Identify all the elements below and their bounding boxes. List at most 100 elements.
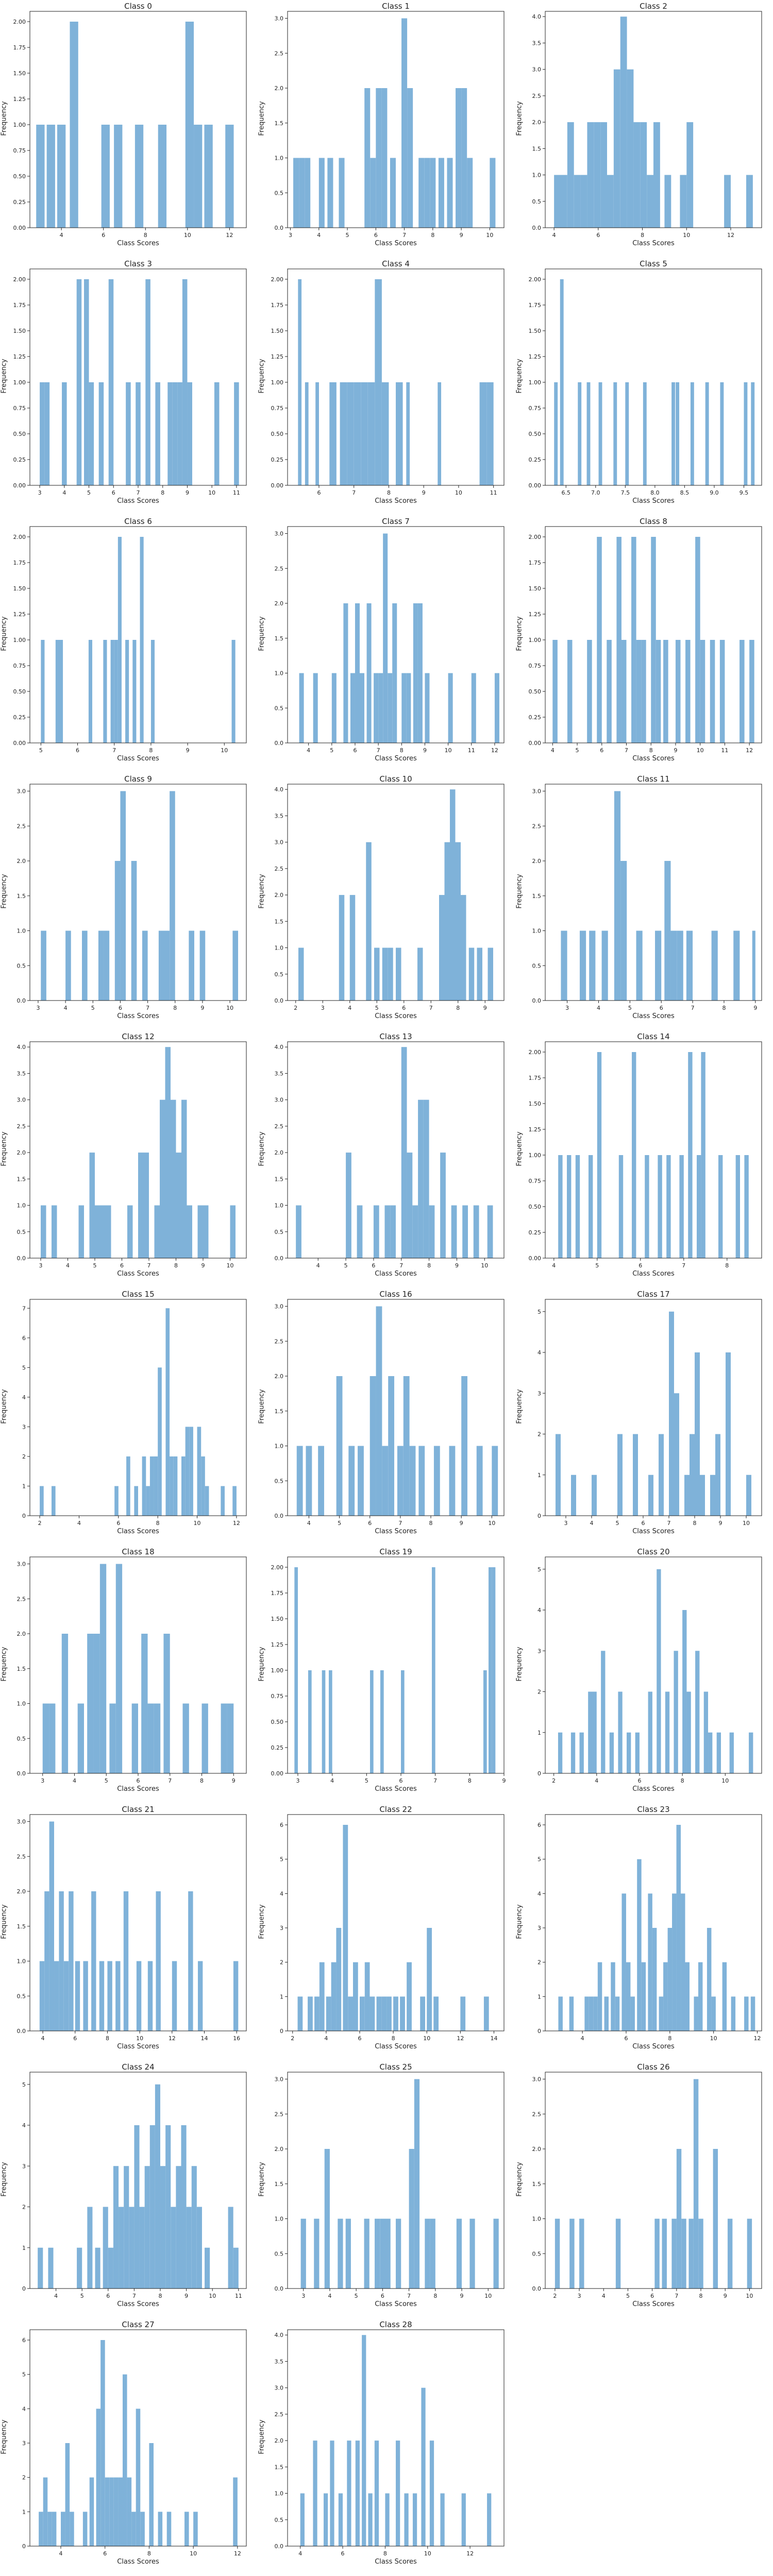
x-tick-label: 10 xyxy=(484,2293,492,2299)
y-tick-label: 0.5 xyxy=(275,2250,284,2257)
histogram-bar xyxy=(350,673,355,743)
y-tick-label: 0.00 xyxy=(271,482,284,489)
x-tick-label: 8 xyxy=(668,2035,671,2042)
histogram-bar xyxy=(570,1732,576,1773)
histogram-bar xyxy=(308,1996,313,2031)
histogram-bar xyxy=(477,947,482,1001)
chart-title: Class 26 xyxy=(637,2062,670,2072)
histogram-bar xyxy=(726,1352,731,1516)
x-tick-label: 10 xyxy=(481,1262,488,1269)
y-tick-label: 1.5 xyxy=(275,1408,284,1415)
histogram-bar xyxy=(749,1732,753,1773)
y-tick-label: 3.0 xyxy=(275,1303,284,1310)
y-axis-label: Frequency xyxy=(515,359,524,394)
histogram-plot: 4 5 6 7 8 9 10 11 12 0.00 0.25 0.50 0.75 1.00 1.25 1.50… xyxy=(529,526,762,754)
histogram-plot: 6 7 8 9 10 11 0.00 0.25 0.50 0.75 1.00 1.25 1.50 1.75… xyxy=(271,268,505,496)
y-tick-label: 3.0 xyxy=(532,66,542,73)
chart-title: Class 21 xyxy=(122,1805,155,1814)
y-axis-label: Frequency xyxy=(0,1131,8,1166)
histogram-bar xyxy=(409,1446,416,1516)
histogram-bar xyxy=(189,1427,193,1516)
histogram-bar xyxy=(324,2493,328,2546)
histogram-bar xyxy=(117,537,122,743)
histogram-bar xyxy=(635,1732,640,1773)
histogram-bar xyxy=(647,175,653,228)
histogram-bar xyxy=(594,122,601,228)
histogram-bar xyxy=(87,1634,94,1773)
histogram-bar xyxy=(120,791,126,1001)
x-tick-label: 10 xyxy=(227,1262,234,1269)
x-tick-label: 6 xyxy=(381,2293,384,2299)
histogram-bar xyxy=(349,895,356,1001)
histogram-bar xyxy=(401,1047,407,1258)
y-tick-label: 0.75 xyxy=(529,663,542,669)
histogram-bar xyxy=(170,1456,174,1516)
histogram-bar xyxy=(449,1446,456,1516)
x-axis-label: Class Scores xyxy=(632,1528,675,1535)
histogram-bar xyxy=(626,1962,631,2031)
histogram-bar xyxy=(49,1821,55,2031)
histogram-bar xyxy=(663,640,668,743)
x-tick-label: 6 xyxy=(624,2035,628,2042)
y-tick-label: 2 xyxy=(280,1959,283,1966)
y-tick-label: 1.5 xyxy=(532,2181,542,2188)
histogram-bar xyxy=(135,125,144,228)
histogram-bar xyxy=(414,2079,420,2289)
histogram-bar xyxy=(722,1962,727,2031)
x-axis-label: Class Scores xyxy=(117,2300,159,2308)
histogram-bar xyxy=(221,1486,225,1516)
histogram-bar xyxy=(561,175,567,228)
histogram-bar xyxy=(423,1099,429,1258)
histogram-bar xyxy=(382,1446,389,1516)
histogram-bar xyxy=(698,1962,703,2031)
y-tick-label: 1.00 xyxy=(13,122,26,128)
histogram-bar xyxy=(36,125,45,228)
y-tick-label: 3.0 xyxy=(275,2076,284,2083)
histogram-bar xyxy=(340,382,347,485)
histogram-bar xyxy=(63,1961,69,2031)
y-tick-label: 0.5 xyxy=(17,1229,26,1235)
y-tick-label: 0.25 xyxy=(529,714,542,721)
histogram-bar xyxy=(427,1928,432,2031)
y-tick-label: 3.5 xyxy=(275,812,284,819)
y-tick-label: 2.5 xyxy=(17,1123,26,1130)
histogram-bar xyxy=(601,930,608,1001)
x-tick-label: 5 xyxy=(595,1262,599,1269)
histogram-chart: 4 6 8 10 12 14 16 0.0 0.5 1.0 1.5 2.0 2.5 3.0 Class 21… xyxy=(0,1803,251,2056)
y-tick-label: 0 xyxy=(22,1513,26,1519)
histogram-bar xyxy=(158,125,167,228)
x-tick-label: 10 xyxy=(190,2550,197,2557)
histogram-bar xyxy=(412,1205,418,1258)
y-tick-label: 0.25 xyxy=(529,1229,542,1236)
x-axis-label: Class Scores xyxy=(632,2043,675,2050)
x-tick-label: 8 xyxy=(387,489,391,496)
histogram-bar xyxy=(479,382,487,485)
plot-frame xyxy=(545,1299,762,1516)
histogram-bar xyxy=(409,2149,414,2289)
y-tick-label: 2 xyxy=(22,2475,26,2481)
histogram-bar xyxy=(396,947,401,1001)
histogram-bar xyxy=(374,673,379,743)
histogram-bar xyxy=(621,640,627,743)
y-tick-label: 5 xyxy=(280,1856,283,1863)
histogram-plot: 4 6 8 10 12 14 16 0.0 0.5 1.0 1.5 2.0 2.5 3.0 xyxy=(17,1814,247,2042)
histogram-bar xyxy=(432,1567,435,1773)
histogram-bar xyxy=(490,158,496,228)
plot-frame xyxy=(29,1041,247,1259)
histogram-bar xyxy=(306,1446,312,1516)
y-axis-label: Frequency xyxy=(0,1389,8,1424)
histogram-bar xyxy=(601,1651,606,1773)
y-tick-label: 4 xyxy=(537,1349,541,1356)
histogram-plot: 3 4 5 6 7 8 9 10 11 0.00 0.25 0.50 0.75 1.00 1.25 1.50 1… xyxy=(13,268,247,496)
histogram-bar xyxy=(486,382,494,485)
histogram-bar xyxy=(108,2247,113,2289)
histogram-bar xyxy=(44,1891,49,2031)
x-tick-label: 5 xyxy=(330,747,333,754)
chart-title: Class 11 xyxy=(637,774,670,784)
y-tick-label: 0.75 xyxy=(271,405,284,412)
x-tick-label: 6 xyxy=(112,489,115,496)
histogram-bar xyxy=(109,2477,114,2546)
histogram-bar xyxy=(138,1153,144,1258)
histogram-plot: 4 5 6 7 8 9 10 0.0 0.5 1.0 1.5 2.0 2.5 3.0 3.5 4.0 xyxy=(275,1041,505,1269)
histogram-bar xyxy=(181,1456,186,1516)
